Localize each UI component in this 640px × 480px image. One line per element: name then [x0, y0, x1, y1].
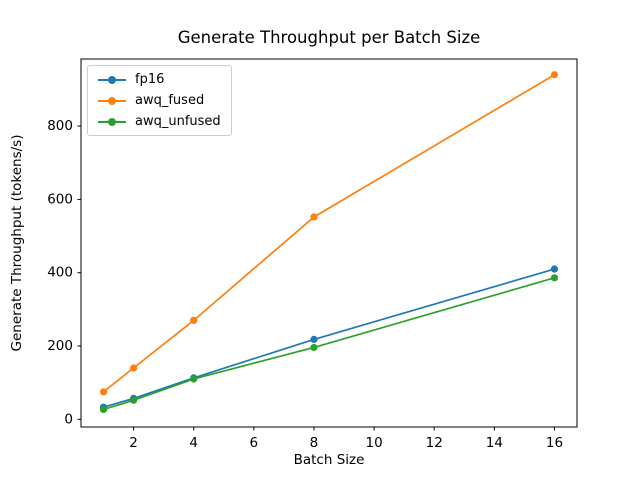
- y-tick-label: 400: [47, 265, 73, 281]
- legend-label: awq_unfused: [135, 114, 221, 129]
- series-marker-awq_unfused: [550, 274, 559, 282]
- x-tick-label: 16: [546, 435, 563, 451]
- series-marker-awq_fused: [99, 388, 108, 396]
- legend-label: awq_fused: [135, 93, 205, 108]
- x-tick-label: 12: [426, 435, 443, 451]
- series-marker-awq_unfused: [99, 405, 108, 414]
- legend-label: fp16: [135, 72, 165, 87]
- legend-line-marker-icon: [98, 96, 126, 106]
- series-marker-awq_fused: [130, 364, 138, 372]
- y-tick-label: 600: [47, 191, 73, 207]
- x-tick-label: 8: [310, 435, 319, 451]
- series-marker-awq_fused: [190, 316, 198, 324]
- series-line-awq_unfused: [102, 276, 556, 411]
- x-tick-label: 6: [250, 435, 259, 451]
- series-marker-awq_unfused: [130, 396, 138, 404]
- series-marker-awq_fused: [310, 213, 318, 221]
- legend: fp16 awq_fused awq_unfused: [87, 65, 232, 136]
- legend-item-awq_fused: awq_fused: [98, 92, 221, 109]
- x-tick-label: 14: [486, 435, 503, 451]
- legend-item-awq_unfused: awq_unfused: [98, 113, 221, 130]
- x-tick-label: 10: [365, 435, 382, 451]
- y-tick-label: 800: [47, 118, 73, 134]
- legend-item-fp16: fp16: [98, 71, 221, 88]
- chart-title: Generate Throughput per Batch Size: [177, 28, 481, 47]
- axes-spines: [80, 58, 578, 428]
- legend-line-marker-icon: [98, 75, 126, 85]
- y-tick-label: 0: [64, 411, 73, 427]
- x-tick-label: 2: [129, 435, 138, 451]
- series-marker-awq_unfused: [190, 375, 198, 383]
- x-tick-label: 4: [189, 435, 198, 451]
- legend-line-marker-icon: [98, 117, 126, 127]
- series-marker-awq_unfused: [310, 343, 318, 352]
- y-tick-label: 200: [47, 338, 73, 354]
- x-axis-label: Batch Size: [293, 452, 365, 468]
- series-marker-fp16: [550, 265, 559, 273]
- series-marker-fp16: [310, 335, 318, 343]
- series-marker-awq_fused: [550, 71, 559, 79]
